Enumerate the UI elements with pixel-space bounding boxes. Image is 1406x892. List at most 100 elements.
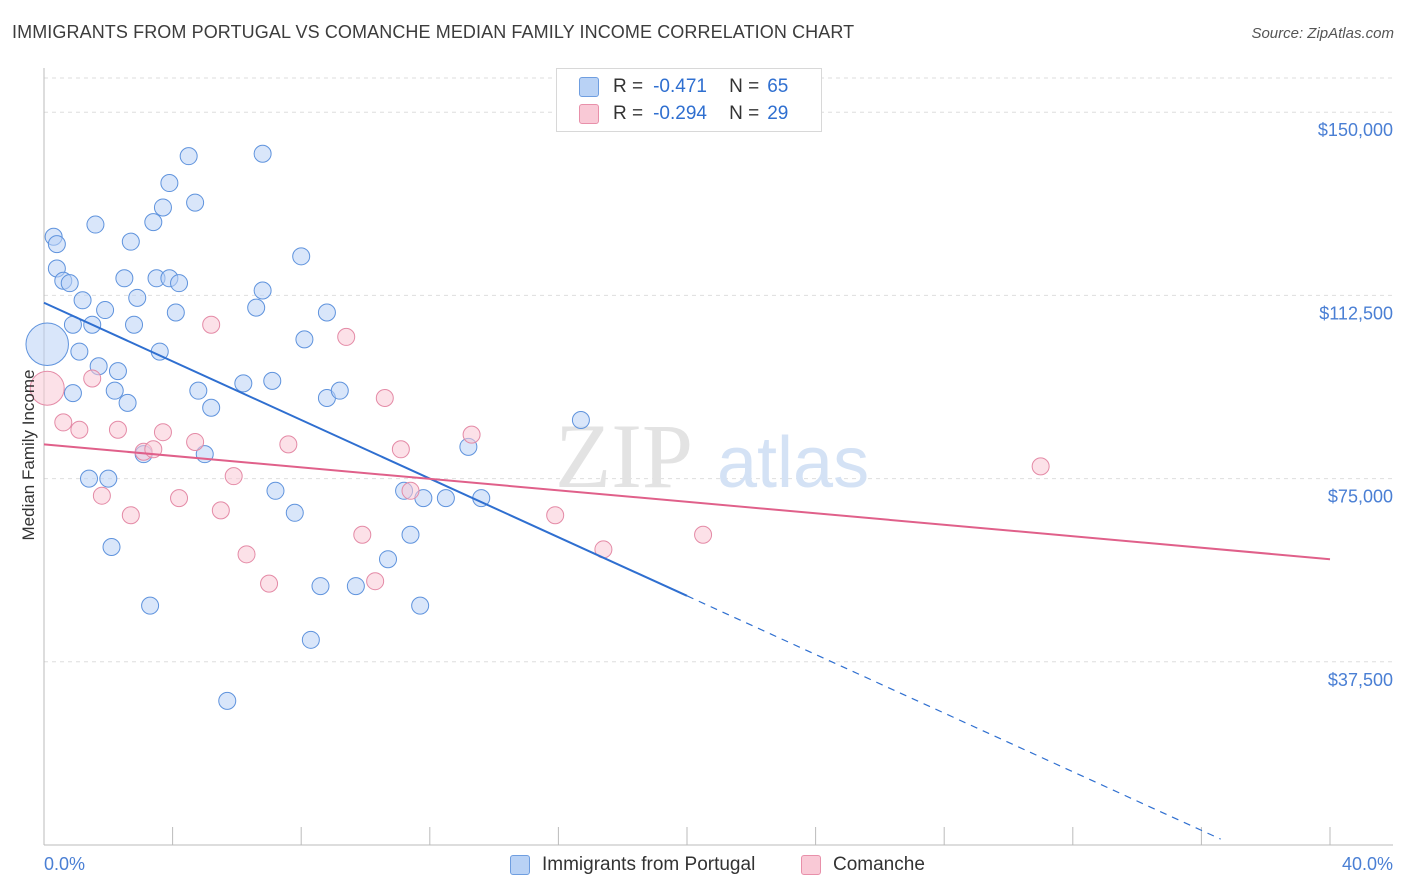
data-point	[105, 381, 124, 400]
trend-line-portugal-extrapolated	[686, 595, 1221, 840]
data-point	[141, 596, 160, 615]
y-tick-label: $37,500	[1328, 670, 1393, 690]
data-point	[285, 503, 304, 522]
data-point	[128, 288, 147, 307]
data-point	[462, 425, 481, 444]
data-point	[202, 315, 221, 334]
data-point	[337, 327, 356, 346]
data-point	[70, 342, 89, 361]
legend-r-value: -0.471	[653, 76, 707, 97]
bottom-legend-comanche: Comanche	[801, 852, 925, 878]
trend-line-comanche	[43, 443, 1331, 561]
data-point	[260, 574, 279, 593]
stats-legend: R = -0.471 N = 65 R = -0.294 N = 29	[556, 68, 822, 132]
trend-line-portugal	[43, 301, 688, 597]
trend-lines	[43, 301, 1331, 840]
legend-n-label: N =	[729, 76, 760, 97]
legend-n-value: 29	[767, 103, 789, 124]
legend-n-value: 65	[767, 76, 789, 97]
data-point	[102, 537, 121, 556]
bottom-legend-label-comanche: Comanche	[833, 854, 925, 875]
data-point	[234, 374, 253, 393]
bottom-legend-label-portugal: Immigrants from Portugal	[542, 854, 756, 875]
data-point	[253, 144, 272, 163]
data-point	[96, 301, 115, 320]
data-point	[375, 388, 394, 407]
data-point	[144, 213, 163, 232]
y-axis-title: Median Family Income	[19, 369, 38, 540]
data-point	[47, 235, 66, 254]
data-point	[153, 423, 172, 442]
data-point	[108, 362, 127, 381]
data-point	[317, 303, 336, 322]
data-point	[436, 489, 455, 508]
data-point	[546, 506, 565, 525]
data-point	[80, 469, 99, 488]
axes	[43, 68, 1393, 846]
y-tick-label: $75,000	[1328, 487, 1393, 507]
series-comanche-points	[29, 315, 1050, 593]
data-point	[266, 481, 285, 500]
data-point	[279, 435, 298, 454]
legend-swatch-comanche	[579, 104, 599, 124]
legend-row-comanche: R = -0.294 N = 29	[579, 102, 788, 126]
data-point	[92, 486, 111, 505]
data-point	[353, 525, 372, 544]
data-point	[295, 330, 314, 349]
data-point	[401, 525, 420, 544]
data-point	[29, 370, 65, 406]
data-point	[186, 432, 205, 451]
data-point	[189, 381, 208, 400]
data-point	[694, 525, 713, 544]
data-point	[401, 481, 420, 500]
data-point	[99, 469, 118, 488]
data-point	[170, 489, 189, 508]
data-point	[83, 369, 102, 388]
watermark-atlas: atlas	[717, 423, 869, 503]
chart-title: IMMIGRANTS FROM PORTUGAL VS COMANCHE MED…	[12, 22, 855, 42]
data-point	[25, 322, 69, 367]
data-point	[70, 420, 89, 439]
data-point	[54, 413, 73, 432]
data-point	[411, 596, 430, 615]
data-point	[179, 147, 198, 166]
data-point	[237, 545, 256, 564]
x-tick-label-max: 40.0%	[1342, 854, 1393, 874]
data-point	[86, 215, 105, 234]
data-point	[346, 577, 365, 596]
data-point	[125, 315, 144, 334]
data-point	[121, 232, 140, 251]
x-tick-label-min: 0.0%	[44, 854, 85, 874]
data-point	[73, 291, 92, 310]
y-tick-label: $150,000	[1318, 120, 1393, 140]
data-point	[170, 274, 189, 293]
data-point	[301, 630, 320, 649]
data-point	[202, 398, 221, 417]
legend-r-label: R =	[613, 103, 644, 124]
data-point	[366, 572, 385, 591]
y-tick-label: $112,500	[1319, 303, 1393, 323]
data-point	[263, 371, 282, 390]
legend-row-portugal: R = -0.471 N = 65	[579, 75, 788, 99]
data-point	[218, 691, 237, 710]
data-point	[118, 393, 137, 412]
data-point	[311, 577, 330, 596]
data-point	[186, 193, 205, 212]
watermark: ZIP atlas	[555, 405, 869, 507]
legend-swatch-portugal	[579, 77, 599, 97]
data-point	[153, 198, 172, 217]
data-point	[160, 174, 179, 193]
data-point	[253, 281, 272, 300]
series-portugal-points	[25, 144, 590, 710]
legend-n-label: N =	[729, 103, 760, 124]
data-point	[63, 384, 82, 403]
data-point	[292, 247, 311, 266]
data-point	[108, 420, 127, 439]
y-tick-labels: $37,500 $75,000 $112,500 $150,000	[1318, 120, 1393, 690]
bottom-legend-portugal: Immigrants from Portugal	[510, 852, 755, 878]
data-point	[247, 298, 266, 317]
legend-r-label: R =	[613, 76, 644, 97]
data-point	[166, 303, 185, 322]
data-point	[1031, 457, 1050, 476]
